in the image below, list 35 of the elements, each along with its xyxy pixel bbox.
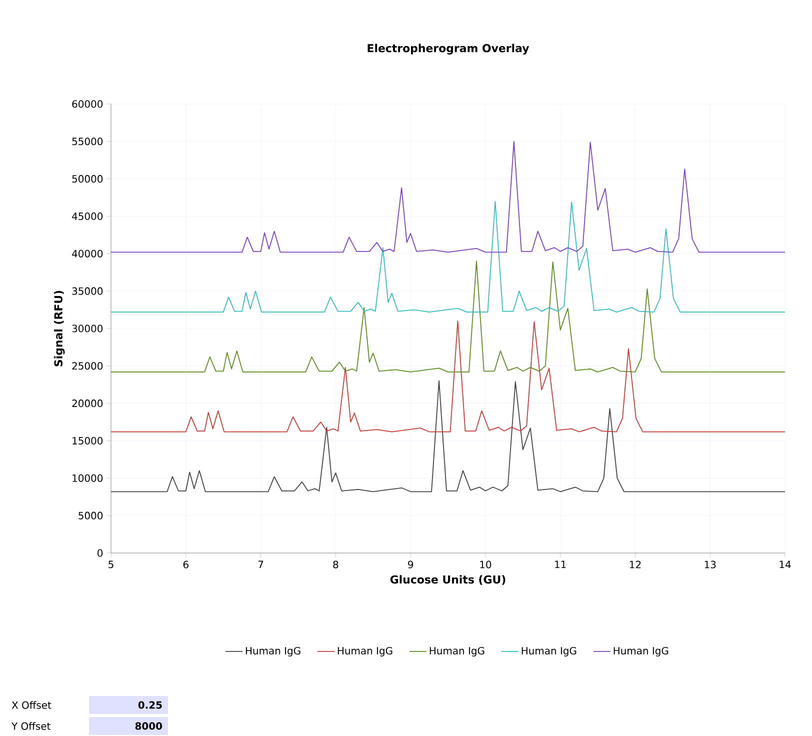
- text: X Offset: [12, 701, 52, 709]
- y-tick-label: 25000: [72, 362, 103, 370]
- x-tick-label: 5: [108, 560, 114, 568]
- legend-label: Human IgG: [430, 646, 484, 656]
- legend-label: Human IgG: [338, 646, 392, 656]
- y-tick-label: 10000: [72, 474, 103, 482]
- y-tick-label: 20000: [72, 400, 103, 408]
- text: 8000: [135, 722, 162, 730]
- y-tick-label: 55000: [72, 138, 103, 146]
- x-tick-label: 8: [333, 560, 338, 568]
- y-tick-label: 45000: [72, 212, 103, 220]
- legend-label: Human IgG: [614, 646, 668, 656]
- x-tick-label: 14: [780, 560, 791, 568]
- x-tick-label: 12: [630, 560, 641, 568]
- chart-title: Electropherogram Overlay: [368, 44, 530, 54]
- y-axis-title: Signal (RFU): [54, 290, 65, 366]
- text: 0.25: [138, 701, 162, 709]
- y-tick-label: 60000: [72, 100, 103, 108]
- y-tick-label: 50000: [72, 175, 103, 183]
- legend-label: Human IgG: [522, 646, 576, 656]
- x-tick-label: 7: [258, 560, 264, 568]
- x-tick-label: 11: [555, 560, 566, 568]
- x-tick-label: 6: [183, 560, 188, 568]
- text: Y Offset: [12, 722, 50, 730]
- y-tick-label: 40000: [72, 250, 103, 258]
- legend-label: Human IgG: [246, 646, 300, 656]
- y-tick-label: 5000: [78, 512, 103, 520]
- y-tick-label: 35000: [72, 287, 103, 295]
- x-tick-label: 10: [480, 560, 492, 568]
- x-tick-label: 13: [704, 560, 716, 568]
- x-axis-title: Glucose Units (GU): [390, 575, 506, 585]
- y-tick-label: 0: [98, 549, 103, 557]
- x-tick-label: 9: [408, 560, 414, 568]
- y-tick-label: 15000: [72, 436, 103, 445]
- y-tick-label: 30000: [72, 324, 103, 332]
